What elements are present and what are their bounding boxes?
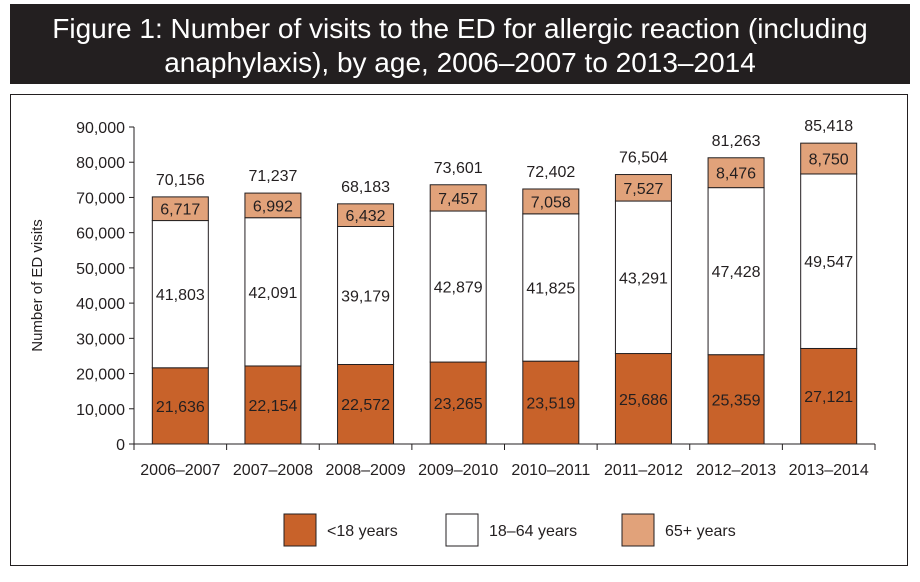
x-tick-label: 2006–2007 bbox=[140, 462, 220, 479]
legend-swatch bbox=[283, 513, 317, 547]
segment-value-label: 27,121 bbox=[804, 389, 853, 406]
y-tick-label: 20,000 bbox=[76, 367, 125, 384]
legend-swatch bbox=[621, 513, 655, 547]
segment-value-label: 7,527 bbox=[623, 181, 663, 198]
figure-title-banner: Figure 1: Number of visits to the ED for… bbox=[10, 4, 910, 84]
total-value-label: 81,263 bbox=[712, 133, 761, 150]
y-tick-label: 80,000 bbox=[76, 155, 125, 172]
x-tick-label: 2013–2014 bbox=[789, 462, 869, 479]
figure-title-line-1: Figure 1: Number of visits to the ED for… bbox=[52, 13, 868, 44]
segment-value-label: 42,091 bbox=[248, 285, 297, 302]
bar-segment bbox=[151, 196, 209, 222]
segment-value-label: 6,992 bbox=[253, 198, 293, 215]
segment-value-label: 23,265 bbox=[434, 396, 483, 413]
legend-swatch bbox=[445, 513, 479, 547]
segment-value-label: 7,058 bbox=[531, 194, 571, 211]
y-tick-label: 50,000 bbox=[76, 261, 125, 278]
x-axis: 2006–2007 2007–2008 2008–2009 2009–2010 2010… bbox=[133, 443, 876, 479]
y-axis: 0 10,000 20,000 30,000 40,000 50,000 60,000 70,… bbox=[29, 120, 135, 454]
y-tick-label: 70,000 bbox=[76, 190, 125, 207]
legend-label: <18 years bbox=[327, 523, 398, 540]
segment-value-label: 47,428 bbox=[712, 264, 761, 281]
chart-frame bbox=[10, 94, 908, 566]
bar-segment bbox=[244, 192, 302, 219]
x-tick-label: 2010–2011 bbox=[511, 462, 590, 479]
bar-segment bbox=[151, 367, 209, 445]
bar-segment bbox=[614, 174, 672, 202]
bar-segment bbox=[429, 361, 487, 445]
bar-segment bbox=[707, 354, 765, 445]
x-tick-label: 2009–2010 bbox=[418, 462, 498, 479]
bar-segment bbox=[614, 353, 672, 445]
figure-title-line-2: anaphylaxis), by age, 2006–2007 to 2013–… bbox=[164, 47, 756, 78]
segment-value-label: 6,432 bbox=[346, 208, 386, 225]
bar-segment bbox=[151, 220, 209, 369]
bar-segment bbox=[800, 142, 858, 175]
y-tick-label: 40,000 bbox=[76, 296, 125, 313]
y-tick-label: 90,000 bbox=[76, 120, 125, 137]
bar-segment bbox=[429, 210, 487, 363]
segment-value-label: 25,686 bbox=[619, 392, 668, 409]
total-value-label: 76,504 bbox=[619, 150, 668, 167]
segment-value-label: 42,879 bbox=[434, 280, 483, 297]
x-tick-label: 2012–2013 bbox=[696, 462, 776, 479]
segment-value-label: 8,476 bbox=[716, 166, 756, 183]
segment-value-label: 49,547 bbox=[804, 254, 853, 271]
segment-value-label: 41,825 bbox=[526, 281, 575, 298]
segment-value-label: 23,519 bbox=[526, 396, 575, 413]
segment-value-label: 7,457 bbox=[438, 191, 478, 208]
segment-value-label: 22,154 bbox=[248, 398, 297, 415]
total-value-label: 72,402 bbox=[526, 164, 575, 181]
total-value-label: 71,237 bbox=[248, 168, 297, 185]
bar-segment bbox=[337, 203, 395, 227]
segment-value-label: 21,636 bbox=[156, 399, 205, 416]
y-tick-label: 60,000 bbox=[76, 226, 125, 243]
bar-segment bbox=[244, 217, 302, 367]
segment-value-label: 8,750 bbox=[809, 152, 849, 169]
bar-segment bbox=[522, 188, 580, 215]
y-tick-label: 10,000 bbox=[76, 402, 125, 419]
segment-value-label: 25,359 bbox=[712, 392, 761, 409]
total-value-label: 85,418 bbox=[804, 118, 853, 135]
data-labels: 21,636 41,803 6,717 70,156 22,154 42,091 6,992… bbox=[156, 118, 853, 416]
segment-value-label: 41,803 bbox=[156, 287, 205, 304]
total-value-label: 70,156 bbox=[156, 172, 205, 189]
total-value-label: 73,601 bbox=[434, 160, 483, 177]
bars bbox=[151, 142, 858, 445]
y-tick-label: 0 bbox=[116, 437, 125, 454]
bar-segment bbox=[707, 187, 765, 356]
segment-value-label: 39,179 bbox=[341, 288, 390, 305]
bar-segment bbox=[800, 173, 858, 349]
bar-segment bbox=[707, 157, 765, 189]
bar-segment bbox=[614, 200, 672, 355]
segment-value-label: 22,572 bbox=[341, 397, 390, 414]
legend-label: 65+ years bbox=[665, 523, 736, 540]
x-tick-label: 2011–2012 bbox=[604, 462, 683, 479]
segment-value-label: 6,717 bbox=[160, 202, 200, 219]
bar-segment bbox=[522, 213, 580, 362]
x-tick-label: 2007–2008 bbox=[233, 462, 313, 479]
bar-segment bbox=[337, 363, 395, 445]
y-tick-label: 30,000 bbox=[76, 331, 125, 348]
total-value-label: 68,183 bbox=[341, 179, 390, 196]
legend-label: 18–64 years bbox=[489, 523, 577, 540]
legend: <18 years 18–64 years 65+ years bbox=[283, 513, 736, 547]
segment-value-label: 43,291 bbox=[619, 270, 668, 287]
bar-segment bbox=[522, 360, 580, 445]
y-axis-title: Number of ED visits bbox=[29, 219, 46, 352]
bar-segment bbox=[429, 184, 487, 212]
x-tick-label: 2008–2009 bbox=[326, 462, 406, 479]
